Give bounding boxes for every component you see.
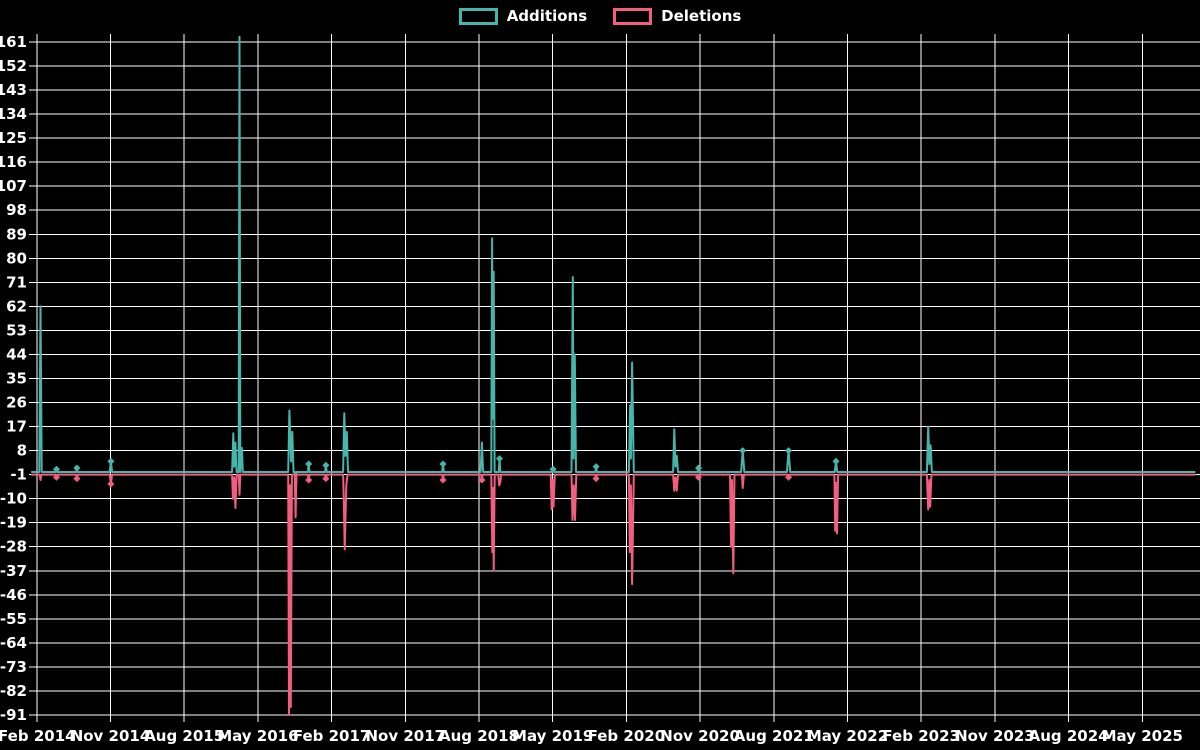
svg-text:35: 35 (6, 370, 27, 388)
svg-text:62: 62 (6, 297, 27, 315)
svg-text:89: 89 (6, 225, 27, 243)
svg-text:26: 26 (6, 394, 27, 412)
axis-labels: 161 152 143 134 125 116 107 98 89 80 71 62 53 44 35 26 1… (0, 33, 1183, 745)
svg-text:-19: -19 (0, 514, 27, 532)
data-point-marker (739, 447, 747, 455)
svg-text:44: 44 (6, 346, 27, 364)
svg-text:Aug 2018: Aug 2018 (439, 727, 519, 745)
series-additions (30, 35, 1196, 508)
svg-text:53: 53 (6, 321, 27, 339)
svg-text:Aug 2015: Aug 2015 (144, 727, 224, 745)
svg-text:107: 107 (0, 177, 27, 195)
data-point-marker (495, 455, 504, 463)
svg-text:Feb 2017: Feb 2017 (293, 727, 371, 745)
svg-text:125: 125 (0, 129, 27, 147)
svg-text:May 2022: May 2022 (807, 727, 888, 745)
svg-text:-10: -10 (0, 490, 27, 508)
data-point-marker (73, 475, 81, 483)
svg-text:134: 134 (0, 105, 27, 123)
svg-text:-28: -28 (0, 538, 27, 556)
svg-text:152: 152 (0, 57, 27, 75)
data-point-marker (592, 475, 600, 483)
legend-item-additions: Additions (458, 6, 588, 26)
data-point-marker (592, 463, 600, 471)
data-point-marker (52, 473, 61, 481)
series-deletions (30, 473, 1196, 716)
svg-text:-55: -55 (0, 610, 27, 628)
deletions-swatch-icon (613, 7, 653, 25)
data-point-marker (478, 476, 486, 484)
svg-text:-64: -64 (0, 634, 27, 652)
svg-text:8: 8 (17, 442, 27, 460)
data-point-marker (73, 464, 81, 472)
svg-text:Nov 2014: Nov 2014 (71, 727, 151, 745)
data-point-marker (107, 457, 115, 465)
svg-text:Nov 2023: Nov 2023 (955, 727, 1035, 745)
svg-text:May 2019: May 2019 (512, 727, 593, 745)
svg-text:17: 17 (6, 418, 27, 436)
svg-text:161: 161 (0, 33, 27, 51)
additions-swatch-icon (458, 7, 498, 25)
data-point-marker (694, 473, 703, 481)
data-point-marker (52, 465, 61, 473)
svg-text:Nov 2020: Nov 2020 (660, 727, 740, 745)
deletions-legend-label: Deletions (661, 7, 742, 25)
svg-text:-73: -73 (0, 658, 27, 676)
chart-legend: Additions Deletions (0, 6, 1200, 26)
svg-text:Nov 2017: Nov 2017 (365, 727, 445, 745)
data-point-marker (322, 461, 330, 469)
svg-text:-37: -37 (0, 562, 27, 580)
grid (29, 34, 1200, 722)
svg-text:May 2016: May 2016 (217, 727, 298, 745)
data-point-marker (439, 460, 447, 468)
data-point-marker (549, 465, 557, 473)
svg-text:71: 71 (6, 273, 27, 291)
data-point-marker (305, 460, 313, 468)
svg-text:80: 80 (6, 249, 27, 267)
svg-text:116: 116 (0, 153, 27, 171)
data-point-marker (694, 464, 703, 472)
svg-text:Feb 2014: Feb 2014 (0, 727, 76, 745)
svg-text:-1: -1 (10, 466, 27, 484)
svg-text:Feb 2020: Feb 2020 (588, 727, 666, 745)
svg-text:Feb 2023: Feb 2023 (882, 727, 960, 745)
data-point-marker (322, 475, 330, 483)
data-point-marker (305, 476, 313, 484)
svg-text:98: 98 (6, 201, 27, 219)
svg-text:May 2025: May 2025 (1102, 727, 1183, 745)
data-point-marker (785, 473, 793, 481)
additions-legend-label: Additions (506, 7, 588, 25)
svg-text:-46: -46 (0, 586, 27, 604)
data-point-marker (107, 480, 115, 488)
svg-text:Aug 2024: Aug 2024 (1029, 727, 1109, 745)
svg-text:-82: -82 (0, 682, 27, 700)
svg-text:Aug 2021: Aug 2021 (734, 727, 814, 745)
data-point-marker (785, 447, 793, 455)
svg-text:143: 143 (0, 81, 27, 99)
legend-item-deletions: Deletions (613, 6, 741, 26)
data-point-marker (439, 476, 447, 484)
data-point-marker (832, 457, 840, 465)
svg-text:-91: -91 (0, 706, 27, 724)
